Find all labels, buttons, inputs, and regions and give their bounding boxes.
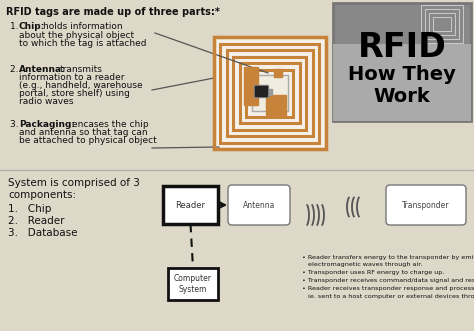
FancyBboxPatch shape — [333, 44, 471, 121]
Text: 1.: 1. — [10, 22, 21, 31]
Text: 1.   Chip: 1. Chip — [8, 204, 51, 214]
FancyBboxPatch shape — [386, 185, 466, 225]
Text: be attached to physical object: be attached to physical object — [19, 136, 157, 145]
FancyBboxPatch shape — [214, 37, 326, 149]
Text: about the physical object: about the physical object — [19, 31, 134, 40]
Text: Reader: Reader — [175, 201, 206, 210]
Text: • Transponder receives command/data signal and responds accordingly: • Transponder receives command/data sign… — [302, 278, 474, 283]
Text: 3.   Database: 3. Database — [8, 228, 78, 238]
Text: transmits: transmits — [60, 65, 103, 74]
Text: • Reader transfers energy to the transponder by emitting: • Reader transfers energy to the transpo… — [302, 255, 474, 260]
Text: Chip:: Chip: — [19, 22, 45, 31]
Bar — [266, 95, 286, 115]
Text: components:: components: — [8, 190, 76, 200]
Text: to which the tag is attached: to which the tag is attached — [19, 39, 146, 48]
Text: and antenna so that tag can: and antenna so that tag can — [19, 128, 147, 137]
FancyBboxPatch shape — [168, 268, 218, 300]
Bar — [266, 89, 272, 95]
Text: information to a reader: information to a reader — [19, 73, 125, 82]
Text: • Reader receives transponder response and process accordingly: • Reader receives transponder response a… — [302, 286, 474, 291]
Bar — [274, 69, 282, 77]
FancyBboxPatch shape — [252, 75, 288, 111]
Bar — [254, 85, 268, 97]
Text: Packaging:: Packaging: — [19, 120, 75, 129]
Text: encases the chip: encases the chip — [72, 120, 149, 129]
Text: How They: How They — [348, 65, 456, 84]
Text: • Transponder uses RF energy to charge up.: • Transponder uses RF energy to charge u… — [302, 270, 444, 275]
Text: electromagnetic waves through air.: electromagnetic waves through air. — [302, 262, 422, 267]
Text: 3.: 3. — [10, 120, 21, 129]
Text: ie. sent to a host computer or external devices through its control lines.: ie. sent to a host computer or external … — [302, 294, 474, 299]
Text: holds information: holds information — [43, 22, 123, 31]
Text: (e.g., handheld, warehouse: (e.g., handheld, warehouse — [19, 81, 143, 90]
FancyBboxPatch shape — [163, 186, 218, 224]
Text: Work: Work — [374, 87, 430, 106]
Text: Antenna:: Antenna: — [19, 65, 66, 74]
Bar — [244, 67, 258, 105]
Text: radio waves: radio waves — [19, 97, 73, 106]
Text: RFID: RFID — [357, 31, 447, 64]
Text: Transponder: Transponder — [402, 201, 450, 210]
Text: portal, store shelf) using: portal, store shelf) using — [19, 89, 130, 98]
FancyBboxPatch shape — [333, 3, 471, 121]
Text: 2.   Reader: 2. Reader — [8, 216, 64, 226]
Bar — [255, 86, 267, 96]
Text: 2.: 2. — [10, 65, 21, 74]
Text: System is comprised of 3: System is comprised of 3 — [8, 178, 140, 188]
Text: RFID tags are made up of three parts:*: RFID tags are made up of three parts:* — [6, 7, 220, 17]
Text: Computer
System: Computer System — [174, 274, 212, 294]
Text: Antenna: Antenna — [243, 201, 275, 210]
FancyBboxPatch shape — [228, 185, 290, 225]
